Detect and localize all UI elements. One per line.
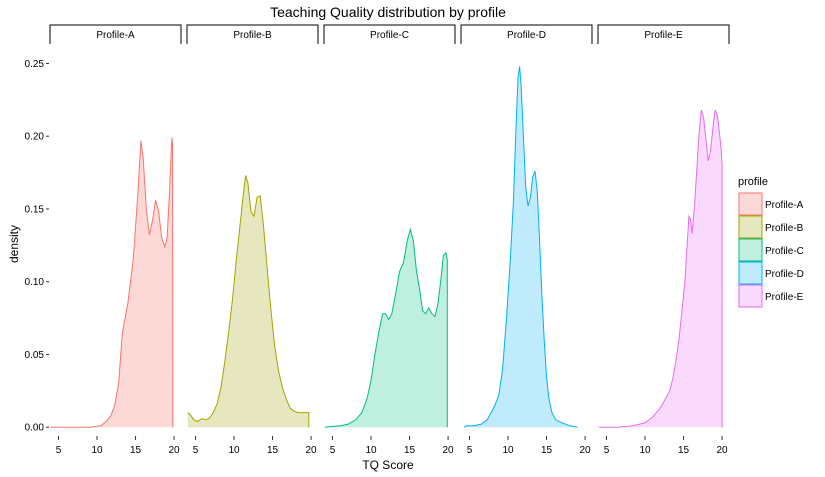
facet-strip-label: Profile-A xyxy=(96,30,135,41)
y-tick-label: 0.20 xyxy=(25,132,45,143)
density-line xyxy=(187,175,310,428)
facet-strip xyxy=(49,24,182,44)
legend-label: Profile-D xyxy=(765,269,804,280)
y-tick-label: 0.25 xyxy=(25,59,45,70)
x-tick-label: 10 xyxy=(228,445,240,456)
density-area xyxy=(50,137,173,428)
facet-strip-label: Profile-D xyxy=(507,30,546,41)
chart-title: Teaching Quality distribution by profile xyxy=(270,4,506,20)
x-tick-label: 15 xyxy=(267,445,279,456)
x-tick-label: 5 xyxy=(56,445,62,456)
density-line xyxy=(324,227,448,428)
x-tick-label: 20 xyxy=(306,445,318,456)
x-tick-label: 15 xyxy=(404,445,416,456)
facet-panel: Profile-C 5 10 15 20 xyxy=(323,24,456,456)
x-tick-label: 5 xyxy=(193,445,199,456)
x-tick-label: 5 xyxy=(604,445,610,456)
y-axis: 0.00 0.05 0.10 0.15 0.20 0.25 xyxy=(25,59,49,434)
x-tick-label: 10 xyxy=(365,445,377,456)
facet-strip-label: Profile-B xyxy=(233,30,272,41)
facet-strip-label: Profile-E xyxy=(644,30,683,41)
x-tick-label: 10 xyxy=(639,445,651,456)
x-tick-label: 15 xyxy=(130,445,142,456)
facet-panel: Profile-A 5 10 15 20 xyxy=(49,24,182,456)
x-tick-label: 20 xyxy=(580,445,592,456)
legend-swatch xyxy=(738,238,763,262)
legend-label: Profile-C xyxy=(765,246,804,257)
density-area xyxy=(324,229,448,428)
density-line xyxy=(598,109,723,428)
y-tick-label: 0.10 xyxy=(25,277,45,288)
x-tick-label: 20 xyxy=(717,445,729,456)
facet-panel: Profile-D 5 10 15 20 xyxy=(460,24,593,456)
legend-title: profile xyxy=(738,176,768,188)
x-tick-label: 5 xyxy=(330,445,336,456)
x-tick-label: 20 xyxy=(443,445,455,456)
x-tick-label: 10 xyxy=(502,445,514,456)
x-tick-label: 5 xyxy=(467,445,473,456)
legend-label: Profile-A xyxy=(765,200,804,211)
facet-strip xyxy=(597,24,730,44)
facet-strip xyxy=(460,24,593,44)
x-tick-label: 15 xyxy=(678,445,690,456)
legend-label: Profile-E xyxy=(765,292,804,303)
density-line xyxy=(463,66,578,428)
facet-strip xyxy=(186,24,319,44)
y-tick-label: 0.05 xyxy=(25,350,45,361)
density-area xyxy=(598,110,723,428)
density-area xyxy=(187,175,309,428)
density-line xyxy=(50,137,174,428)
legend-swatch xyxy=(738,261,763,285)
facet-strip-label: Profile-C xyxy=(370,30,409,41)
y-tick-label: 0.00 xyxy=(25,423,45,434)
x-tick-label: 15 xyxy=(541,445,553,456)
legend-label: Profile-B xyxy=(765,223,804,234)
x-axis-title: TQ Score xyxy=(362,458,414,472)
legend-swatch xyxy=(738,215,763,239)
density-area xyxy=(464,66,578,428)
x-tick-label: 10 xyxy=(91,445,103,456)
facet-strip xyxy=(323,24,456,44)
facet-panel: Profile-E 5 10 15 20 xyxy=(597,24,730,456)
y-axis-title: density xyxy=(7,225,21,263)
legend-swatch xyxy=(738,284,763,308)
y-tick-label: 0.15 xyxy=(25,204,45,215)
facet-panel: Profile-B 5 10 15 20 xyxy=(186,24,319,456)
legend: profile Profile-A Profile-B Profile-C Profi… xyxy=(738,176,804,308)
x-tick-label: 20 xyxy=(169,445,181,456)
legend-swatch xyxy=(738,192,763,216)
